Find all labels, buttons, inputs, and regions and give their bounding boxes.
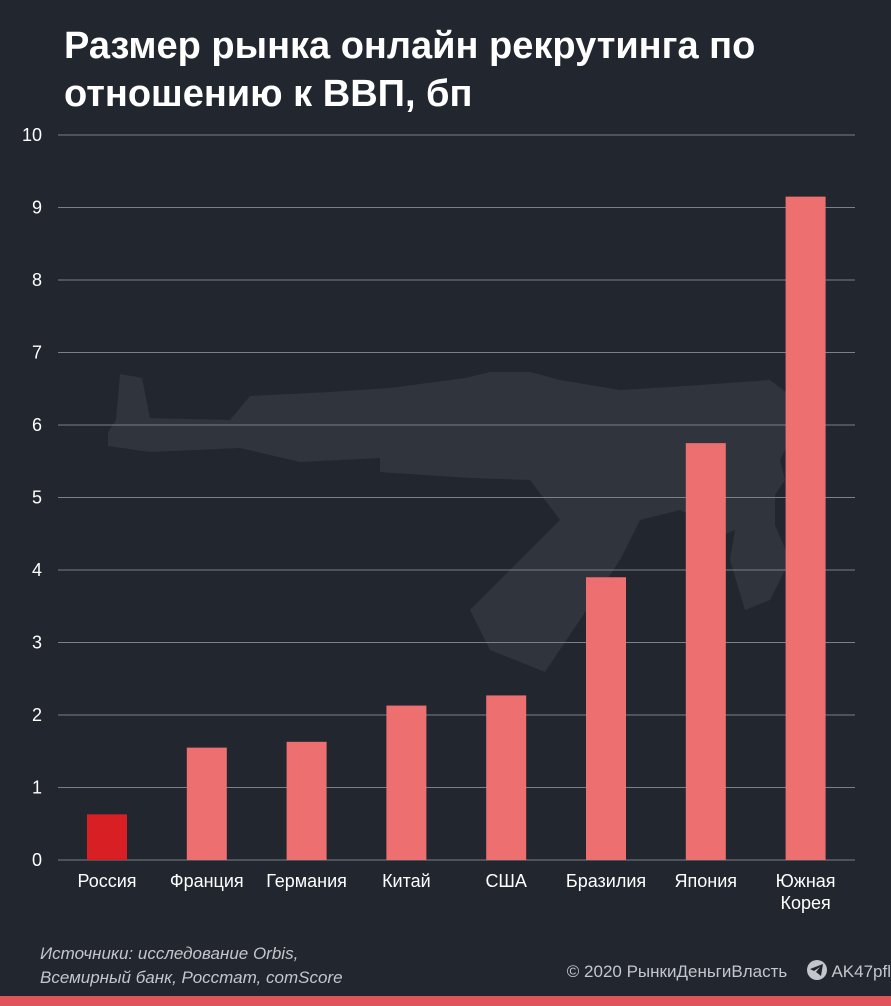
category-label-line: Германия bbox=[266, 871, 347, 891]
sources-line-2: Всемирный банк, Росстат, comScore bbox=[40, 968, 343, 987]
chart-title: Размер рынка онлайн рекрутинга по отноше… bbox=[64, 25, 756, 115]
telegram-icon bbox=[806, 960, 827, 980]
credits: © 2020 РынкиДеньгиВласть AK47pfl bbox=[331, 960, 891, 984]
bar bbox=[87, 814, 127, 860]
y-tick-label: 10 bbox=[22, 125, 42, 145]
y-tick-label: 9 bbox=[32, 198, 42, 218]
y-tick-label: 7 bbox=[32, 343, 42, 363]
category-label: Китай bbox=[382, 871, 431, 891]
category-label-line: Россия bbox=[77, 871, 136, 891]
y-tick-label: 4 bbox=[32, 560, 42, 580]
category-label-line: Корея bbox=[780, 893, 830, 913]
bar bbox=[186, 747, 227, 860]
bars bbox=[87, 196, 826, 860]
category-label-line: Франция bbox=[170, 871, 244, 891]
x-axis: Россия Франция Германия Китай США Бразилия Япо… bbox=[77, 871, 835, 913]
bar bbox=[586, 577, 626, 860]
y-tick-label: 3 bbox=[32, 633, 42, 653]
bar bbox=[785, 196, 826, 860]
category-label: США bbox=[485, 871, 527, 891]
bottom-stripe bbox=[0, 996, 891, 1006]
category-label-line: Китай bbox=[382, 871, 431, 891]
bar bbox=[386, 705, 427, 860]
rifle-silhouette-icon bbox=[108, 372, 790, 672]
category-label: Франция bbox=[170, 871, 244, 891]
y-axis: 0 1 2 3 4 5 6 7 8 9 10 bbox=[22, 125, 42, 870]
category-label-line: Южная bbox=[776, 871, 836, 891]
y-tick-label: 8 bbox=[32, 270, 42, 290]
y-tick-label: 6 bbox=[32, 415, 42, 435]
y-tick-label: 5 bbox=[32, 488, 42, 508]
y-tick-label: 1 bbox=[32, 778, 42, 798]
sources-line-1: Источники: исследование Orbis, bbox=[40, 944, 299, 963]
category-label-line: Япония bbox=[675, 871, 738, 891]
bar bbox=[685, 443, 726, 860]
bar bbox=[486, 695, 527, 860]
telegram-handle[interactable]: AK47pfl bbox=[831, 962, 891, 981]
category-label: Южная Корея bbox=[776, 871, 836, 913]
category-label: Россия bbox=[77, 871, 136, 891]
y-tick-label: 0 bbox=[32, 850, 42, 870]
grid-lines bbox=[58, 134, 855, 861]
category-label: Бразилия bbox=[566, 871, 646, 891]
y-tick-label: 2 bbox=[32, 705, 42, 725]
category-label: Япония bbox=[675, 871, 738, 891]
publisher-name: РынкиДеньгиВласть bbox=[626, 962, 788, 981]
category-label-line: Бразилия bbox=[566, 871, 646, 891]
category-label: Германия bbox=[266, 871, 347, 891]
copyright-text: © 2020 bbox=[566, 962, 622, 981]
bar bbox=[286, 741, 327, 860]
sources-note: Источники: исследование Orbis, Всемирный… bbox=[40, 942, 343, 990]
category-label-line: США bbox=[485, 871, 527, 891]
